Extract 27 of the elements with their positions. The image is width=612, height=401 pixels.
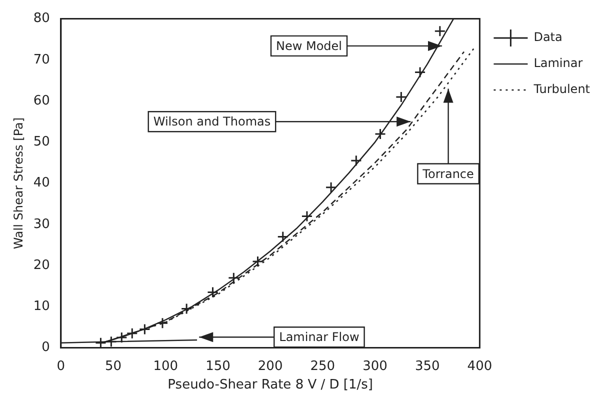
annotation: Wilson and Thomas — [153, 114, 271, 129]
annotation: Torrance — [422, 166, 474, 181]
y-tick-label: 80 — [33, 11, 50, 26]
y-tick-label: 60 — [33, 93, 50, 108]
annotation: New Model — [276, 39, 342, 54]
x-tick-label: 150 — [206, 358, 230, 374]
x-tick-label: 400 — [467, 358, 492, 374]
x-tick-label: 200 — [258, 358, 283, 374]
legend-label: Data — [534, 30, 562, 44]
x-axis-title: Pseudo-Shear Rate 8 V / D [1/s] — [168, 378, 373, 393]
y-tick-label: 30 — [33, 216, 50, 232]
y-axis-title: Wall Shear Stress [Pa] — [11, 117, 26, 250]
y-tick-label: 20 — [33, 258, 50, 273]
y-tick-label: 50 — [33, 134, 50, 150]
x-tick-label: 100 — [153, 358, 178, 374]
x-tick-label: 300 — [362, 358, 388, 374]
y-tick-label: 40 — [33, 176, 50, 191]
y-tick-label: 0 — [42, 340, 50, 356]
x-tick-label: 250 — [310, 358, 336, 374]
legend-label: Laminar — [534, 56, 583, 70]
x-tick-label: 50 — [105, 358, 122, 374]
x-tick-label: 350 — [414, 358, 440, 374]
y-tick-label: 70 — [33, 52, 50, 68]
y-tick-label: 10 — [33, 299, 50, 314]
annotation: Laminar Flow — [279, 330, 360, 344]
legend-label: Turbulent — [532, 82, 590, 96]
x-tick-label: 0 — [56, 358, 66, 374]
